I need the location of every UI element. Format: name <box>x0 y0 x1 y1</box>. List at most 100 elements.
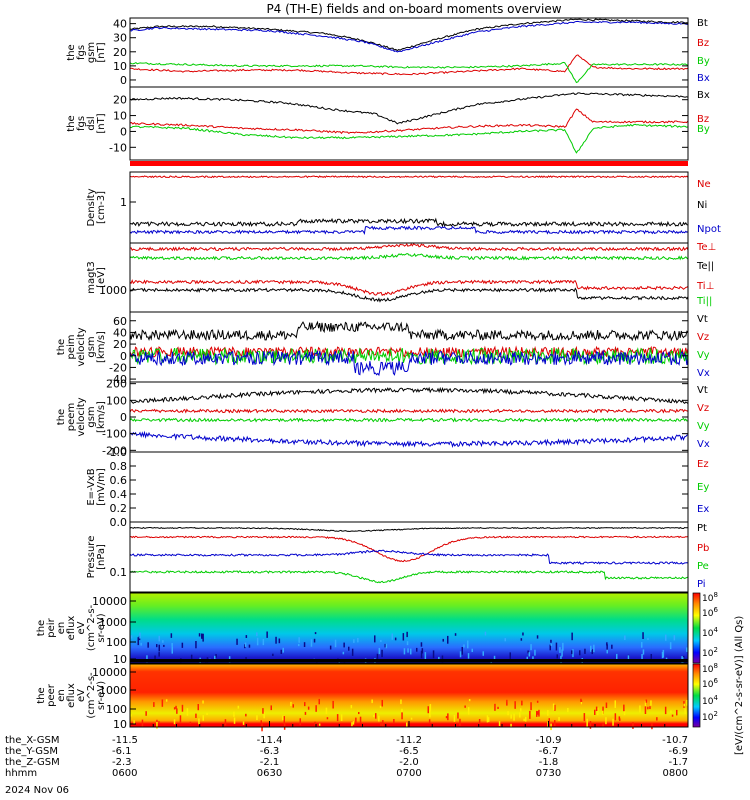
peer-spectrogram-speckle <box>351 722 353 727</box>
peer-spectrogram-speckle <box>256 715 258 720</box>
peir-spectrogram-speckle <box>275 636 277 644</box>
peer-spectrogram-speckle <box>447 713 449 721</box>
x-row-value: 0630 <box>257 768 282 779</box>
peem-velocity-legend-Vt: Vt <box>697 385 708 396</box>
peir-spectrogram-speckle <box>571 650 573 655</box>
peir-spectrogram-speckle <box>591 650 593 655</box>
temperature-ylabel: [eV] <box>96 267 107 288</box>
peer-spectrogram-speckle <box>457 712 459 719</box>
pressure-legend-Pi: Pi <box>697 579 706 590</box>
efield-frame <box>129 451 689 523</box>
fgs-gsm-legend-Bx: Bx <box>697 73 710 84</box>
x-row-label: the_X-GSM <box>5 735 59 746</box>
peir-spectrogram-ytick-label: 100 <box>106 636 127 649</box>
peer-spectrogram-speckle <box>371 699 373 704</box>
efield-ytick-label: 1.0 <box>110 446 128 459</box>
colorbar-lower <box>692 663 701 728</box>
peer-spectrogram-ytick-label: 1000 <box>99 684 127 697</box>
peer-spectrogram-speckle <box>536 710 538 717</box>
peir-spectrogram-speckle <box>624 635 626 640</box>
fgs-gsm-series-Bx <box>129 20 689 53</box>
colorbar-tick-label: 106 <box>702 606 718 619</box>
peer-spectrogram-speckle <box>519 712 521 718</box>
peem-velocity-ytick-label: 100 <box>106 394 127 407</box>
temperature-ytick-label: 1000 <box>99 284 127 297</box>
peer-spectrogram-speckle <box>468 699 471 702</box>
peir-spectrogram-speckle <box>266 631 268 638</box>
peer-spectrogram-ylabel: eflux <box>66 683 77 708</box>
peer-spectrogram-speckle <box>498 721 501 726</box>
peer-spectrogram-speckle <box>378 715 380 722</box>
peir-spectrogram-speckle <box>214 655 216 662</box>
peir-spectrogram-speckle <box>402 633 405 641</box>
peir-spectrogram-speckle <box>298 637 300 643</box>
peer-spectrogram-speckle <box>381 699 383 707</box>
peir-spectrogram-speckle <box>156 644 158 648</box>
peir-spectrogram-speckle <box>556 654 558 659</box>
peir-spectrogram-speckle <box>171 646 173 654</box>
x-row-value: -11.2 <box>396 735 422 746</box>
peir-spectrogram-speckle <box>536 635 539 639</box>
colorbar-tick-label: 108 <box>702 662 718 675</box>
peer-spectrogram-speckle <box>497 706 499 709</box>
colorbar-tick-label: 104 <box>702 626 718 639</box>
peir-spectrogram-speckle <box>642 649 645 655</box>
peem-velocity-legend-Vx: Vx <box>697 439 710 450</box>
density-legend-Npot: Npot <box>697 224 721 235</box>
peer-spectrogram-speckle <box>594 709 596 715</box>
peer-spectrogram-speckle <box>538 709 540 717</box>
peer-spectrogram-speckle <box>400 699 402 705</box>
efield-ytick-label: 0.0 <box>110 516 128 529</box>
peer-spectrogram-speckle <box>647 706 649 710</box>
pressure-series-Pt <box>129 526 689 533</box>
peer-spectrogram-speckle <box>670 710 672 714</box>
efield-legend-Ez: Ez <box>697 459 709 470</box>
peer-spectrogram-ylabel: eV <box>76 689 87 702</box>
peir-spectrogram-speckle <box>245 635 248 638</box>
peer-spectrogram-speckle <box>537 711 539 715</box>
colorbar-tick-label: 102 <box>702 646 718 659</box>
peir-spectrogram-ylabel: sr-eV) <box>96 613 107 642</box>
peir-spectrogram-speckle <box>641 654 643 662</box>
peer-spectrogram-speckle <box>304 702 306 707</box>
peer-spectrogram-speckle <box>179 715 182 723</box>
efield-ylabel: E=-VxB <box>86 468 97 505</box>
peir-spectrogram-speckle <box>394 637 397 641</box>
peer-spectrogram-speckle <box>176 708 178 714</box>
peir-spectrogram-speckle <box>380 639 382 643</box>
peer-spectrogram-speckle <box>145 711 147 716</box>
peer-spectrogram-speckle <box>478 719 481 725</box>
fgs-dsl-ytick-label: 20 <box>113 94 127 107</box>
panel-peer-spectrogram: 10000 1000 100 10 the peer en eflux eV (cm^2-s-sr… <box>36 663 689 732</box>
fgs-gsm-ylabel: fgs <box>76 45 87 60</box>
peir-spectrogram-speckle <box>650 654 652 661</box>
fgs-gsm-ytick-label: 30 <box>113 32 127 45</box>
peir-spectrogram-speckle <box>606 648 608 654</box>
peer-spectrogram-speckle <box>245 713 247 717</box>
peer-spectrogram-speckle <box>401 708 403 712</box>
peir-spectrogram-speckle <box>201 633 203 639</box>
density-ylabel: [cm-3] <box>96 191 107 224</box>
efield-ytick-label: 0.4 <box>110 488 128 501</box>
x-row-value: -11.5 <box>112 735 138 746</box>
peir-spectrogram-ylabel: the <box>36 620 47 636</box>
peer-spectrogram-speckle <box>406 722 408 728</box>
peir-spectrogram-speckle <box>534 649 536 656</box>
x-row-value: -1.7 <box>668 757 688 768</box>
fgs-dsl-ytick-label: 10 <box>113 110 127 123</box>
peer-spectrogram-speckle <box>583 713 586 722</box>
peir-spectrogram-speckle <box>310 639 313 647</box>
peer-spectrogram-speckle <box>290 701 292 707</box>
peir-spectrogram-speckle <box>378 647 381 655</box>
peer-spectrogram-speckle <box>195 713 197 718</box>
peer-spectrogram-speckle <box>186 708 189 716</box>
density-legend-Ne: Ne <box>697 179 711 190</box>
peir-spectrogram-speckle <box>550 639 552 643</box>
peir-spectrogram-speckle <box>662 649 665 658</box>
pressure-ylabel: Pressure <box>86 536 97 579</box>
efield-ylabel: [mV/m] <box>96 468 107 506</box>
peir-spectrogram-speckle <box>298 643 300 647</box>
peim-velocity-ylabel: the <box>56 339 67 355</box>
colorbar-tick-label: 102 <box>702 710 718 723</box>
